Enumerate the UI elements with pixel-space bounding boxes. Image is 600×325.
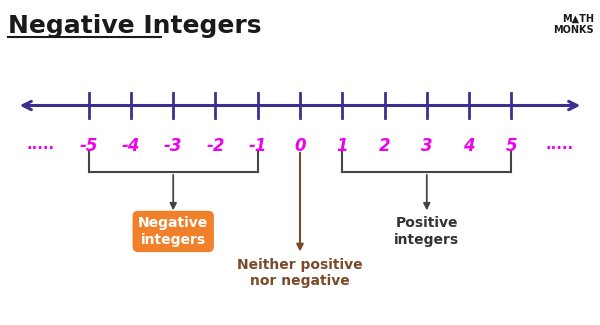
Text: -2: -2 [206,137,225,155]
Text: M▲TH
MONKS: M▲TH MONKS [553,14,594,35]
Text: Negative Integers: Negative Integers [8,14,262,38]
Text: 5: 5 [505,137,517,155]
Text: 1: 1 [337,137,348,155]
Text: -4: -4 [122,137,140,155]
Text: Positive
integers: Positive integers [394,216,460,247]
Text: -1: -1 [248,137,267,155]
Text: .....: ..... [546,137,574,152]
Text: Neither positive
nor negative: Neither positive nor negative [237,257,363,288]
Text: 2: 2 [379,137,391,155]
Text: 3: 3 [421,137,433,155]
Text: -3: -3 [164,137,182,155]
Text: -5: -5 [79,137,98,155]
Text: 4: 4 [463,137,475,155]
Text: .....: ..... [26,137,54,152]
Text: 0: 0 [294,137,306,155]
Text: Negative
integers: Negative integers [138,216,208,247]
